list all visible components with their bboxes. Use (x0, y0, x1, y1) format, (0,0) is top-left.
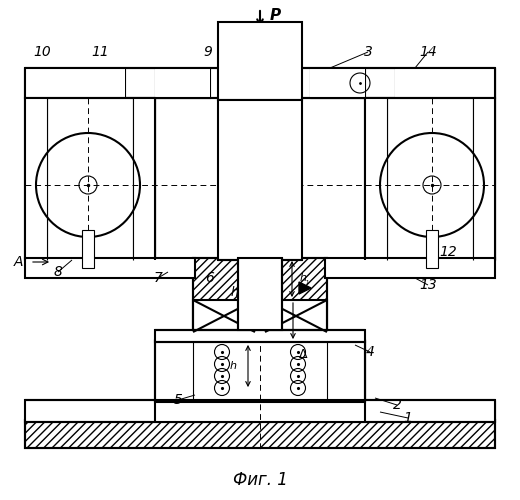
Text: 12: 12 (439, 245, 457, 259)
Bar (473, 98, 495, 260)
Text: 11: 11 (91, 45, 109, 59)
Bar (325, 258, 495, 278)
Bar (395, 68, 495, 98)
Text: h: h (230, 361, 237, 371)
Text: 7: 7 (153, 271, 162, 285)
Bar (265, 258, 327, 330)
Bar (133, 98, 155, 260)
Bar (25, 420, 495, 448)
Text: Δ: Δ (299, 348, 307, 362)
Text: 14: 14 (419, 45, 437, 59)
Bar (25, 68, 125, 98)
Bar (395, 68, 495, 98)
Bar (238, 258, 282, 330)
Bar (25, 68, 125, 98)
Text: 9: 9 (203, 45, 213, 59)
Bar (218, 100, 302, 260)
Bar (365, 98, 387, 260)
Polygon shape (299, 282, 311, 294)
Text: 2: 2 (393, 398, 401, 412)
Bar (25, 258, 195, 278)
Bar (265, 300, 327, 332)
Text: 3: 3 (363, 45, 372, 59)
Bar (473, 98, 495, 260)
Text: 1: 1 (404, 411, 412, 425)
Bar (310, 68, 365, 98)
Text: h: h (300, 273, 307, 283)
Bar (218, 22, 302, 100)
Bar (155, 340, 365, 402)
Bar (155, 68, 210, 98)
Bar (25, 98, 47, 260)
Text: 6: 6 (205, 271, 214, 285)
Bar (426, 230, 438, 268)
Text: A: A (13, 255, 23, 269)
Text: Фиг. 1: Фиг. 1 (232, 471, 288, 489)
Bar (193, 300, 255, 332)
Bar (155, 330, 365, 342)
Bar (327, 340, 365, 402)
Bar (25, 400, 495, 422)
Bar (310, 68, 365, 98)
Text: P: P (270, 8, 281, 23)
Bar (193, 258, 255, 330)
Bar (365, 98, 387, 260)
Bar (25, 68, 495, 98)
Text: 4: 4 (366, 345, 374, 359)
Text: 10: 10 (33, 45, 51, 59)
Bar (25, 400, 495, 422)
Text: 8: 8 (54, 265, 62, 279)
Bar (155, 340, 193, 402)
Bar (25, 98, 155, 260)
Bar (133, 98, 155, 260)
Bar (193, 258, 255, 330)
Bar (155, 400, 365, 422)
Bar (365, 98, 495, 260)
Text: ₁: ₁ (305, 276, 308, 285)
Text: 5: 5 (174, 393, 183, 407)
Bar (265, 258, 327, 330)
Bar (25, 420, 495, 448)
Text: h: h (230, 286, 238, 298)
Bar (82, 230, 94, 268)
Bar (155, 340, 193, 402)
Bar (155, 68, 210, 98)
Bar (25, 98, 47, 260)
Text: 13: 13 (419, 278, 437, 292)
Bar (327, 340, 365, 402)
